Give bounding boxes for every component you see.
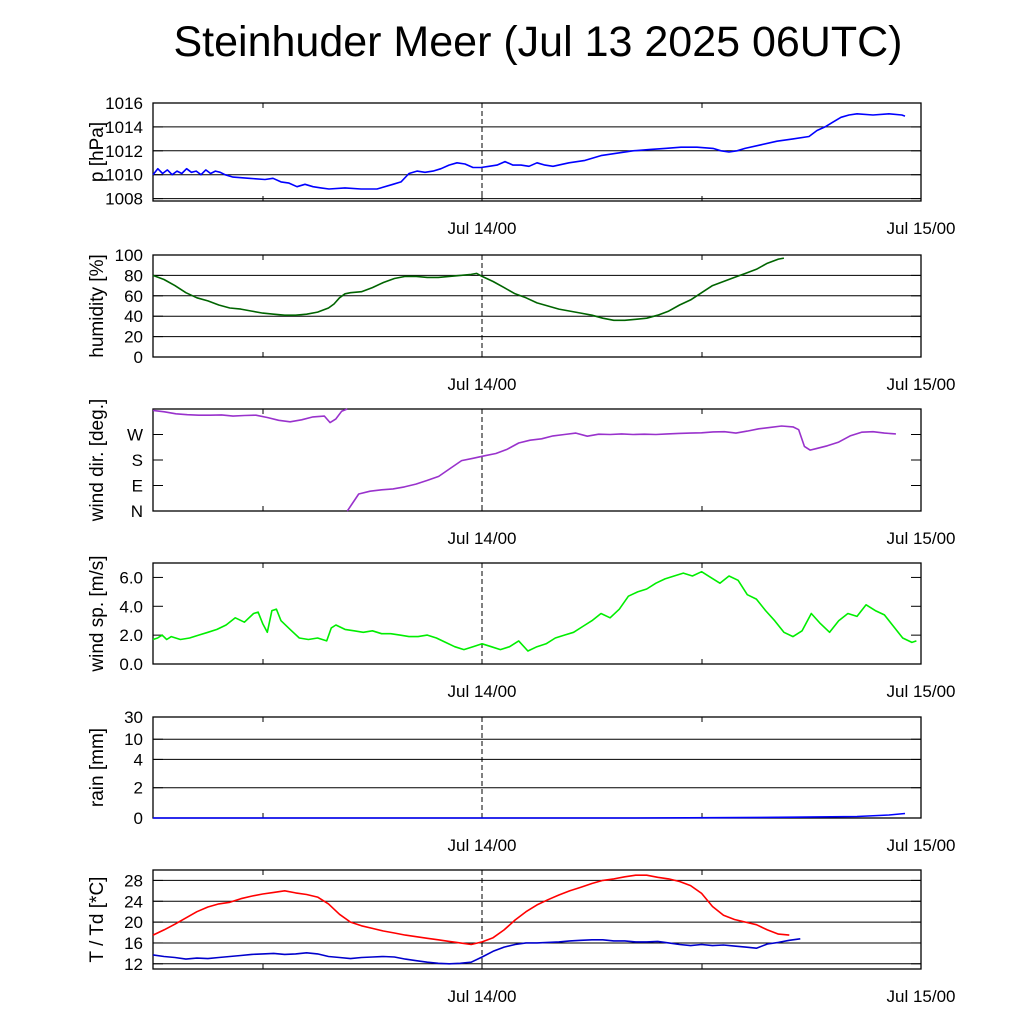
wind-direction-series-line-1 <box>346 425 896 512</box>
wind-direction-frame <box>152 408 922 512</box>
wind-speed-frame <box>152 562 922 665</box>
wind-direction-xtick-label: Jul 14/00 <box>448 529 517 548</box>
humidity-ytick-label: 20 <box>124 328 143 347</box>
rain-ylabel: rain [mm] <box>87 728 108 807</box>
wind-direction-ytick-label: N <box>131 502 143 521</box>
wind-direction-ylabel: wind dir. [deg.] <box>87 399 108 523</box>
chart-title: Steinhuder Meer (Jul 13 2025 06UTC) <box>173 18 903 66</box>
pressure-frame <box>152 102 922 202</box>
temperature-xtick-label: Jul 15/00 <box>887 987 956 1006</box>
wind-speed-ytick-label: 0.0 <box>119 655 143 674</box>
humidity-frame <box>152 254 922 358</box>
temperature-frame <box>152 869 922 970</box>
temperature-xtick-label: Jul 14/00 <box>448 987 517 1006</box>
humidity-ytick-label: 40 <box>124 307 143 326</box>
temperature-ytick-label: 20 <box>124 913 143 932</box>
pressure-panel: 1008 1010 1012 1014 1016 p [hPa] Jul 14/00 Jul … <box>87 94 956 238</box>
pressure-ytick-label: 1016 <box>105 94 143 113</box>
wind-direction-ytick-label: S <box>132 451 143 470</box>
wind-direction-xtick-label: Jul 15/00 <box>887 529 956 548</box>
wind-direction-ytick-label: W <box>127 426 143 445</box>
pressure-ytick-label: 1012 <box>105 142 143 161</box>
humidity-ylabel: humidity [%] <box>87 254 108 357</box>
pressure-series-line <box>152 113 906 190</box>
pressure-ylabel: p [hPa] <box>87 122 108 182</box>
wind-direction-ytick-label: E <box>132 477 143 496</box>
pressure-ytick-label: 1008 <box>105 190 143 209</box>
pressure-ytick-label: 1014 <box>105 118 143 137</box>
temperature-ytick-label: 16 <box>124 934 143 953</box>
temperature-ylabel: T / Td [*C] <box>87 877 108 963</box>
wind-speed-ylabel: wind sp. [m/s] <box>87 555 108 672</box>
pressure-xtick-label: Jul 14/00 <box>448 219 517 238</box>
humidity-ytick-label: 0 <box>134 348 143 367</box>
temperature-ytick-label: 28 <box>124 871 143 890</box>
temperature-ytick-label: 24 <box>124 892 143 911</box>
pressure-ytick-label: 1010 <box>105 166 143 185</box>
rain-series-line <box>153 812 906 819</box>
rain-frame <box>152 716 922 819</box>
rain-ytick-label: 2 <box>134 779 143 798</box>
rain-xtick-label: Jul 14/00 <box>448 836 517 855</box>
wind-speed-series-line <box>152 570 917 652</box>
rain-ytick-label: 30 <box>124 708 143 727</box>
rain-ytick-label: 0 <box>134 809 143 828</box>
pressure-xtick-label: Jul 15/00 <box>887 219 956 238</box>
temperature-ytick-label: 12 <box>124 955 143 974</box>
wind-speed-ytick-label: 6.0 <box>119 568 143 587</box>
humidity-xtick-label: Jul 14/00 <box>448 375 517 394</box>
rain-panel: 0 2 410 30 rain [mm] Jul 14/00 Jul 15/00 <box>87 708 956 855</box>
humidity-series-line <box>152 257 785 322</box>
humidity-ytick-label: 80 <box>124 266 143 285</box>
wind-speed-ytick-label: 4.0 <box>119 597 143 616</box>
temperature-series-line-t <box>152 874 790 946</box>
temperature-panel: 12 16 20 24 28 T / Td [*C] Jul 14/00 Jul 15/00 <box>87 869 956 1006</box>
wind-speed-panel: 0.0 2.0 4.0 6.0 wind sp. [m/s] Jul 14/00 Jul 1… <box>87 555 956 701</box>
rain-ytick-label: 10 <box>124 730 143 749</box>
wind-speed-xtick-label: Jul 14/00 <box>448 682 517 701</box>
temperature-series-line-td <box>152 938 801 965</box>
rain-ytick-label: 4 <box>134 750 143 769</box>
humidity-ytick-label: 60 <box>124 287 143 306</box>
humidity-ytick-label: 100 <box>115 246 143 265</box>
humidity-xtick-label: Jul 15/00 <box>887 375 956 394</box>
wind-speed-xtick-label: Jul 15/00 <box>887 682 956 701</box>
wind-speed-ytick-label: 2.0 <box>119 626 143 645</box>
rain-xtick-label: Jul 15/00 <box>887 836 956 855</box>
wind-direction-series-line <box>152 408 348 424</box>
